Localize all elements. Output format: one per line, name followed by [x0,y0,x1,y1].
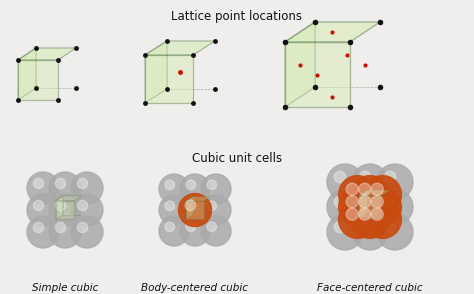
Circle shape [346,208,358,220]
Circle shape [33,178,44,189]
Circle shape [27,172,59,204]
Circle shape [359,196,371,208]
Polygon shape [285,42,350,107]
Text: Lattice point locations: Lattice point locations [172,10,302,23]
Circle shape [327,164,363,200]
Polygon shape [285,22,315,107]
Circle shape [359,183,371,195]
Circle shape [338,188,376,226]
Circle shape [364,188,401,226]
Circle shape [55,178,65,189]
Circle shape [180,195,210,225]
Circle shape [334,196,346,208]
Circle shape [371,208,383,220]
Circle shape [49,216,81,248]
Circle shape [338,176,376,213]
Circle shape [201,216,231,246]
Circle shape [27,194,59,226]
Circle shape [71,194,103,226]
Circle shape [159,195,189,225]
Circle shape [377,214,413,250]
Polygon shape [145,41,167,103]
Circle shape [165,222,174,232]
Circle shape [371,196,383,208]
Circle shape [359,208,371,220]
Circle shape [334,221,346,233]
Circle shape [27,216,59,248]
Circle shape [352,164,388,200]
Circle shape [201,174,231,204]
Circle shape [327,189,363,225]
Circle shape [346,196,358,208]
Circle shape [180,174,210,204]
Circle shape [165,201,174,211]
Circle shape [364,176,401,213]
Circle shape [49,172,81,204]
Circle shape [165,180,174,190]
Circle shape [384,196,396,208]
Polygon shape [186,197,193,219]
Circle shape [384,171,396,183]
Circle shape [33,201,44,211]
Polygon shape [145,55,193,103]
Circle shape [359,171,371,183]
Circle shape [180,216,210,246]
Polygon shape [145,41,215,55]
Polygon shape [55,196,63,219]
Circle shape [71,216,103,248]
Polygon shape [55,196,82,201]
Circle shape [371,183,383,195]
Circle shape [384,221,396,233]
Circle shape [159,216,189,246]
Circle shape [71,172,103,204]
Circle shape [327,214,363,250]
Circle shape [186,201,196,211]
Polygon shape [18,48,36,100]
Circle shape [201,195,231,225]
Text: Body-centered cubic: Body-centered cubic [142,283,248,293]
Circle shape [49,194,81,226]
Circle shape [185,200,196,211]
Circle shape [346,183,358,195]
Polygon shape [18,48,76,60]
Circle shape [377,164,413,200]
Circle shape [359,221,371,233]
Circle shape [33,222,44,233]
Polygon shape [359,196,381,218]
Polygon shape [18,60,58,100]
Polygon shape [285,22,380,42]
Circle shape [159,174,189,204]
Circle shape [186,180,196,190]
Polygon shape [359,190,390,196]
Polygon shape [359,190,367,218]
Polygon shape [186,197,211,201]
Text: Simple cubic: Simple cubic [32,283,98,293]
Circle shape [364,201,401,238]
Circle shape [179,193,211,226]
Circle shape [77,201,88,211]
Polygon shape [55,201,74,219]
Circle shape [352,189,388,225]
Circle shape [351,176,389,213]
Circle shape [359,196,371,208]
Text: Cubic unit cells: Cubic unit cells [192,152,282,165]
Circle shape [55,222,65,233]
Circle shape [207,222,217,232]
Circle shape [351,201,389,238]
Circle shape [377,189,413,225]
Text: Face-centered cubic: Face-centered cubic [317,283,423,293]
Circle shape [351,188,389,226]
Circle shape [338,201,376,238]
Circle shape [55,201,65,211]
Circle shape [334,171,346,183]
Circle shape [77,222,88,233]
Circle shape [207,201,217,211]
Polygon shape [186,201,204,219]
Circle shape [186,222,196,232]
Circle shape [207,180,217,190]
Circle shape [77,178,88,189]
Circle shape [352,214,388,250]
